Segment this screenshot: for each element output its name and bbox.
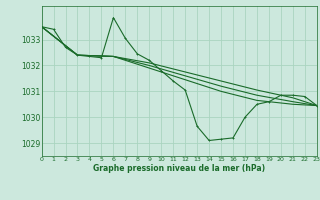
X-axis label: Graphe pression niveau de la mer (hPa): Graphe pression niveau de la mer (hPa) <box>93 164 265 173</box>
